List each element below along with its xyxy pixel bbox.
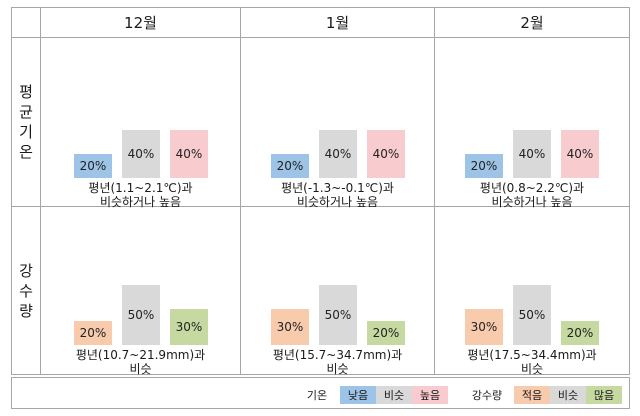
forecast-caption-line: 비슷하거나 높음 xyxy=(296,195,379,209)
month-header: 1월 xyxy=(241,8,435,38)
row-label-char: 온 xyxy=(19,143,33,161)
bar-less: 30% xyxy=(271,309,309,345)
month-header: 2월 xyxy=(435,8,629,38)
row-label-char: 균 xyxy=(19,103,33,121)
forecast-caption: 평년(17.5~34.4mm)과 비슷 xyxy=(435,348,629,376)
bar-similar: 50% xyxy=(513,285,551,345)
forecast-caption-line: 평년(1.1~2.1℃)과 xyxy=(88,181,193,195)
forecast-cell: 20% 40% 40% 평년(-1.3~-0.1℃)과 비슷하거나 높음 xyxy=(241,38,435,209)
corner-cell xyxy=(12,8,41,38)
forecast-caption-line: 비슷 xyxy=(520,362,544,376)
row-label-precipitation: 강 수 량 xyxy=(12,207,41,374)
legend: 기온 낮음 비슷 높음 강수량 적음 비슷 많음 xyxy=(11,377,630,409)
legend-swatch: 적음 xyxy=(514,386,550,404)
bar-similar: 40% xyxy=(319,130,357,178)
legend-title-temperature: 기온 xyxy=(306,389,328,402)
legend-swatch: 높음 xyxy=(412,386,448,404)
bar-similar: 50% xyxy=(319,285,357,345)
forecast-cell: 30% 50% 20% 평년(15.7~34.7mm)과 비슷 xyxy=(241,207,435,376)
bar-more: 20% xyxy=(367,321,405,345)
forecast-caption-line: 평년(-1.3~-0.1℃)과 xyxy=(281,181,394,195)
bar-similar: 40% xyxy=(122,130,160,178)
forecast-caption-line: 비슷하거나 높음 xyxy=(491,195,573,209)
bar-high: 40% xyxy=(367,130,405,178)
row-label-char: 수 xyxy=(19,281,33,300)
legend-swatch: 낮음 xyxy=(340,386,376,404)
row-label-char: 강 xyxy=(19,261,33,280)
forecast-caption-line: 비슷하거나 높음 xyxy=(99,195,182,209)
forecast-caption: 평년(0.8~2.2℃)과 비슷하거나 높음 xyxy=(435,181,629,209)
forecast-caption-line: 평년(17.5~34.4mm)과 xyxy=(467,348,597,362)
bar-high: 40% xyxy=(561,130,599,178)
forecast-caption-line: 평년(0.8~2.2℃)과 xyxy=(479,181,585,195)
forecast-cell: 30% 50% 20% 평년(17.5~34.4mm)과 비슷 xyxy=(435,207,629,376)
bar-high: 40% xyxy=(170,130,208,178)
bar-low: 20% xyxy=(74,154,112,178)
bar-similar: 50% xyxy=(122,285,160,345)
forecast-caption-line: 평년(10.7~21.9mm)과 xyxy=(75,348,206,362)
month-header-label: 12월 xyxy=(124,14,157,32)
bar-more: 20% xyxy=(561,321,599,345)
forecast-caption-line: 비슷 xyxy=(326,362,349,376)
forecast-caption: 평년(10.7~21.9mm)과 비슷 xyxy=(41,348,240,376)
bar-more: 30% xyxy=(170,309,208,345)
legend-title-precipitation: 강수량 xyxy=(471,389,503,402)
forecast-caption: 평년(-1.3~-0.1℃)과 비슷하거나 높음 xyxy=(241,181,434,209)
bar-low: 20% xyxy=(271,154,309,178)
forecast-cell: 20% 40% 40% 평년(1.1~2.1℃)과 비슷하거나 높음 xyxy=(41,38,241,209)
bar-low: 20% xyxy=(465,154,503,178)
legend-swatch: 비슷 xyxy=(376,386,412,404)
month-header-label: 2월 xyxy=(520,14,544,32)
row-label-char: 평 xyxy=(19,83,33,101)
forecast-cell: 20% 40% 40% 평년(0.8~2.2℃)과 비슷하거나 높음 xyxy=(435,38,629,209)
legend-swatch: 비슷 xyxy=(550,386,586,404)
bar-less: 20% xyxy=(74,321,112,345)
row-label-char: 기 xyxy=(19,123,33,141)
legend-swatch: 많음 xyxy=(586,386,622,404)
outlook-table: 12월 1월 2월 평 균 기 온 강 수 량 20% 40% 40% 평년(1.1~… xyxy=(11,7,630,376)
forecast-caption: 평년(1.1~2.1℃)과 비슷하거나 높음 xyxy=(41,181,240,209)
bar-less: 30% xyxy=(465,309,503,345)
row-label-temperature: 평 균 기 온 xyxy=(12,38,41,207)
forecast-caption-line: 평년(15.7~34.7mm)과 xyxy=(272,348,403,362)
month-header-label: 1월 xyxy=(325,14,350,32)
forecast-caption-line: 비슷 xyxy=(129,362,152,376)
forecast-caption: 평년(15.7~34.7mm)과 비슷 xyxy=(241,348,434,376)
forecast-cell: 20% 50% 30% 평년(10.7~21.9mm)과 비슷 xyxy=(41,207,241,376)
bar-similar: 40% xyxy=(513,130,551,178)
row-label-char: 량 xyxy=(19,301,33,320)
month-header: 12월 xyxy=(41,8,241,38)
